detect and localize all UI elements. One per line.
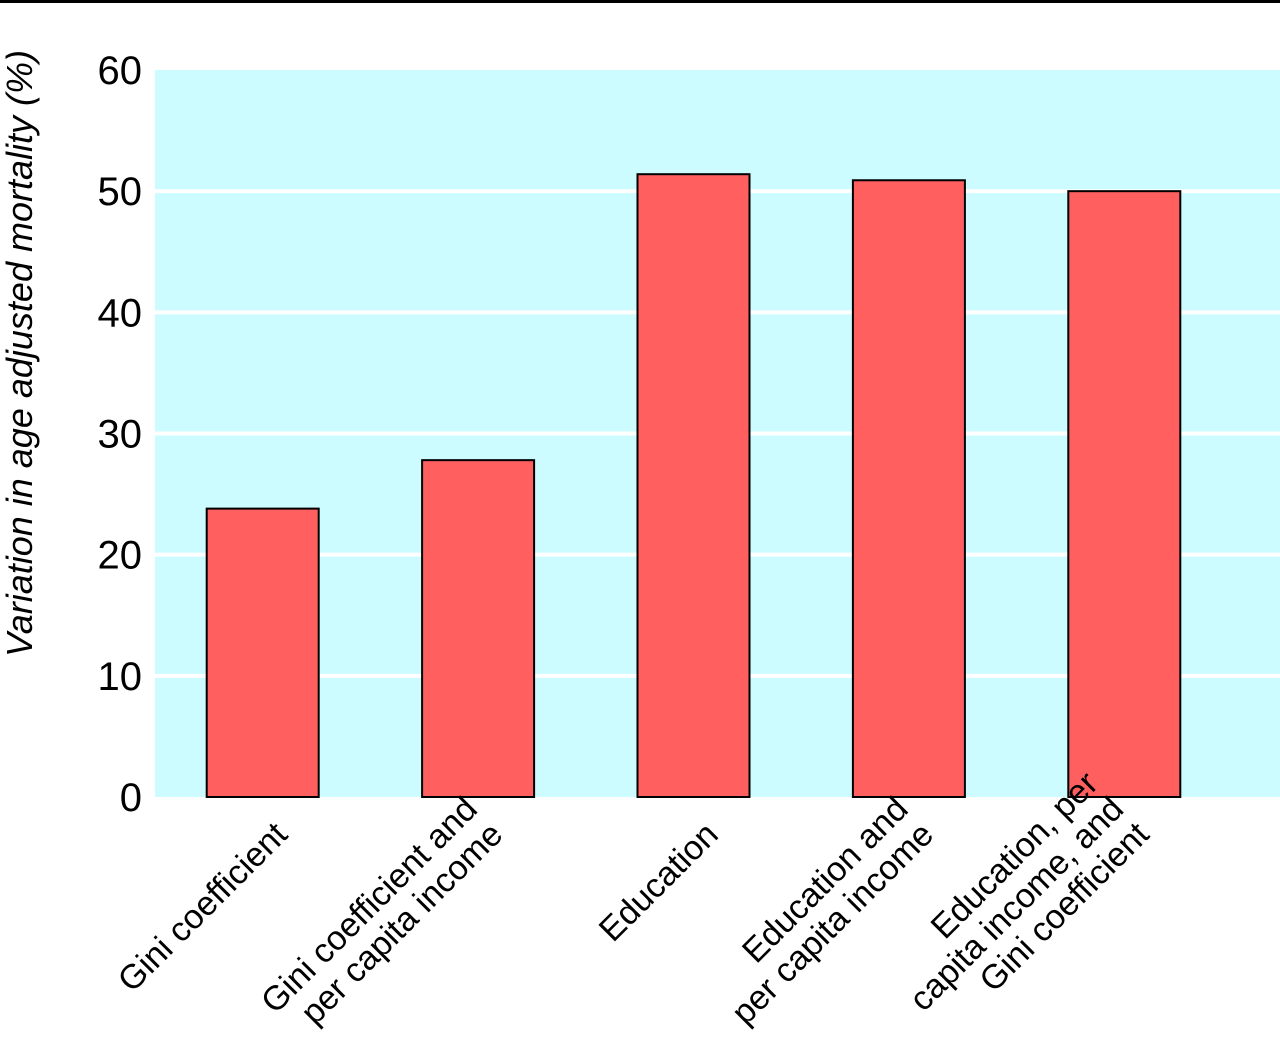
y-tick-label: 20 <box>98 534 143 578</box>
bar <box>636 173 751 799</box>
bar <box>851 179 966 799</box>
x-category-label-line: capita income, and <box>902 790 1131 1019</box>
y-tick-label: 60 <box>98 49 143 93</box>
bars <box>205 173 1182 799</box>
y-tick-label: 30 <box>98 413 143 457</box>
x-category-label-line: Education <box>592 815 726 949</box>
bar <box>421 459 536 798</box>
y-tick-label: 0 <box>120 776 142 820</box>
top-rule <box>0 0 1280 3</box>
x-category-label-line: Gini coefficient and <box>254 790 485 1021</box>
y-tick-label: 50 <box>98 170 143 214</box>
bar <box>1067 190 1182 798</box>
x-category-label: Gini coefficient <box>111 815 296 1000</box>
x-category-label: Education <box>592 815 726 949</box>
y-axis-ticks: 0 10 20 30 40 50 60 <box>98 49 143 820</box>
y-tick-label: 40 <box>98 291 143 335</box>
bar <box>205 507 320 798</box>
y-tick-label: 10 <box>98 655 143 699</box>
x-category-label-line: Gini coefficient <box>111 815 296 1000</box>
y-axis-label: Variation in age adjusted mortality (%) <box>0 50 40 657</box>
